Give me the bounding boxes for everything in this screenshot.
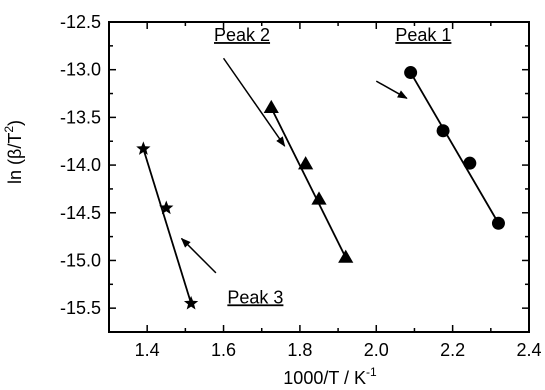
y-tick-label: -14.0 — [60, 155, 101, 175]
data-point-peak-1 — [491, 216, 505, 230]
y-tick-label: -13.5 — [60, 107, 101, 127]
y-tick-label: -13.0 — [60, 60, 101, 80]
fit-line-peak-1 — [409, 72, 500, 224]
data-point-peak-3 — [183, 295, 199, 310]
x-axis-label: 1000/T / K-1 — [283, 365, 377, 388]
peak-label-3: Peak 3 — [227, 287, 283, 307]
x-tick-label: 2.0 — [364, 340, 389, 360]
y-tick-label: -15.5 — [60, 298, 101, 318]
peak-label-1: Peak 1 — [395, 25, 451, 45]
data-point-peak-1 — [463, 156, 477, 170]
data-point-peak-2 — [338, 249, 354, 263]
x-tick-label: 1.8 — [287, 340, 312, 360]
x-axis-label-main: 1000/T / K — [283, 368, 366, 388]
y-axis-label-main: ln (β/T — [5, 133, 25, 184]
data-point-peak-3 — [159, 200, 174, 215]
fit-line-peak-3 — [142, 148, 192, 304]
x-tick-label: 2.2 — [440, 340, 465, 360]
x-tick-label: 2.4 — [516, 340, 541, 360]
annotation-arrow-2 — [222, 57, 286, 147]
data-point-peak-2 — [311, 191, 327, 205]
data-point-peak-2 — [263, 99, 279, 114]
data-point-peak-3 — [136, 141, 151, 155]
y-axis-label-close: ) — [5, 120, 25, 126]
data-point-peak-1 — [404, 66, 418, 80]
x-axis-label-superscript: -1 — [366, 365, 377, 379]
x-tick-label: 1.4 — [135, 340, 160, 360]
y-axis-label: ln (β/T2) — [2, 120, 25, 184]
annotation-arrow-3 — [180, 237, 217, 274]
fit-line-peak-2 — [270, 107, 347, 259]
y-tick-label: -12.5 — [60, 12, 101, 32]
data-point-peak-1 — [436, 124, 450, 138]
data-point-peak-2 — [298, 156, 314, 170]
y-tick-label: -14.5 — [60, 203, 101, 223]
plot-frame — [108, 21, 530, 333]
annotation-arrow-1 — [375, 80, 408, 99]
y-axis-label-superscript: 2 — [2, 126, 16, 133]
peak-label-2: Peak 2 — [214, 25, 270, 45]
y-tick-label: -15.0 — [60, 250, 101, 270]
x-tick-label: 1.6 — [211, 340, 236, 360]
